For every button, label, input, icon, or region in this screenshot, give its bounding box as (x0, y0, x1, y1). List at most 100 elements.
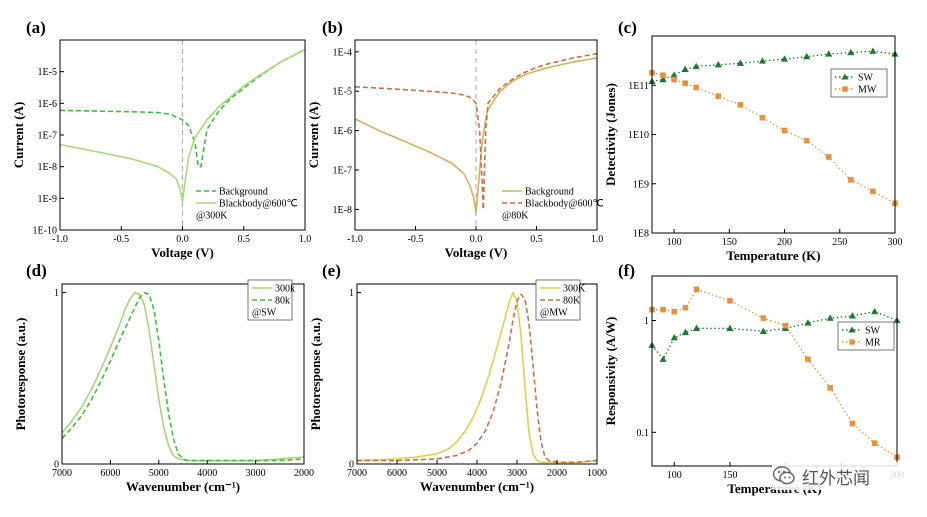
data-point-mw (737, 102, 744, 108)
data-point-sw (659, 75, 667, 83)
x-axis-label: Temperature (K) (726, 248, 820, 263)
legend-label: 300k (275, 284, 295, 295)
y-tick-label: 1E10 (628, 130, 649, 141)
series-line-background (355, 57, 597, 214)
x-tick-label: 5000 (427, 468, 447, 479)
x-tick-label: 7000 (52, 468, 72, 479)
data-point-sw (692, 324, 701, 331)
x-tick-label: 3000 (507, 468, 527, 479)
y-tick-label: 1E-8 (333, 205, 352, 216)
data-point-sw (659, 355, 667, 362)
data-point-sw (826, 314, 834, 321)
y-tick-label: 1E8 (633, 229, 649, 240)
data-point-sw (847, 48, 855, 56)
legend-label: Blackbody@600℃ (525, 199, 604, 210)
watermark-text: 红外芯闻 (802, 468, 870, 489)
panel-c: (c) 100 150 200 250 300 1E8 1E9 1E10 1E11 Temperat… (603, 18, 903, 263)
x-tick-label: 1.0 (591, 234, 604, 245)
y-axis-label: Responsivity (A/W) (603, 317, 618, 426)
y-tick-label: 1 (644, 316, 649, 327)
data-point-mw (825, 154, 832, 160)
legend-marker (849, 339, 855, 345)
x-tick-label: 3000 (246, 468, 266, 479)
x-tick-label: 0.5 (238, 234, 251, 245)
legend-marker (848, 326, 856, 333)
series-line-sw (652, 50, 895, 83)
legend-label: Background (525, 187, 574, 198)
x-tick-label: -0.5 (113, 234, 129, 245)
x-tick-label: 0.5 (530, 234, 543, 245)
plot-frame (651, 35, 896, 234)
y-tick-label: 1E-6 (333, 126, 352, 137)
x-axis-label: Wavenumber (cm⁻¹) (420, 479, 534, 494)
x-tick-label: -1.0 (52, 234, 68, 245)
x-tick-label: 100 (667, 237, 682, 248)
data-point-sw (759, 327, 767, 334)
data-point-mr (805, 356, 811, 363)
data-point-mr (671, 308, 678, 315)
legend-label: Background (219, 187, 268, 198)
x-tick-label: 100 (667, 470, 682, 481)
watermark: 红外芯闻 (772, 462, 912, 490)
x-tick-label: 250 (832, 237, 847, 248)
panel-label: (d) (26, 261, 47, 280)
y-tick-label: 1E-9 (38, 194, 57, 205)
data-point-mw (671, 76, 677, 83)
series-line-blackbody600 (60, 48, 305, 203)
x-tick-label: 1000 (587, 468, 607, 479)
y-tick-label: 1 (349, 288, 354, 299)
data-point-mr (782, 322, 789, 329)
legend-marker (841, 73, 849, 80)
data-point-mr (727, 298, 733, 304)
legend-label: MW (858, 85, 877, 96)
condition-annotation: @300K (196, 211, 228, 222)
x-axis-label: Voltage (V) (151, 245, 214, 260)
x-tick-label: 5000 (149, 468, 169, 479)
series-line-mr (652, 288, 897, 458)
y-tick-label: 1E11 (628, 81, 649, 92)
series-line-80k (357, 293, 597, 464)
x-tick-label: -1.0 (347, 234, 363, 245)
y-tick-label: 1E-5 (38, 67, 57, 78)
data-point-mw (848, 177, 854, 183)
y-tick-label: 1 (54, 288, 59, 299)
data-point-mw (660, 72, 666, 78)
data-point-sw (871, 307, 879, 315)
legend-box (830, 68, 888, 98)
panel-label: (b) (322, 18, 343, 37)
data-point-sw (670, 334, 678, 341)
plot-frame (651, 275, 898, 467)
panel-b: (b) -1.0 -0.5 0.0 0.5 1.0 1E-8 1E-7 1E-6 1E-5 1E-4… (306, 18, 604, 260)
data-point-sw (736, 59, 744, 66)
y-tick-label: 1E-7 (38, 131, 57, 142)
legend-label: SW (858, 73, 874, 84)
condition-annotation: @80K (502, 211, 529, 222)
x-tick-label: 2000 (294, 468, 314, 479)
x-tick-label: 300 (888, 237, 903, 248)
y-tick-label: 1E9 (633, 179, 649, 190)
legend-label: 80K (563, 296, 581, 307)
legend-label: 300K (563, 284, 586, 295)
data-point-mr (871, 440, 878, 446)
x-tick-label: 150 (722, 470, 737, 481)
data-point-mr (682, 304, 689, 311)
panel-e: (e) 7000 6000 5000 4000 3000 2000 1000 0 1 Wavenum… (308, 261, 607, 494)
data-point-sw (681, 328, 690, 336)
x-tick-label: 4000 (197, 468, 217, 479)
data-point-sw (803, 52, 811, 60)
data-point-mw (682, 80, 688, 87)
legend-label: Blackbody@600℃ (219, 199, 298, 210)
y-axis-label: Photoresponse (a.u.) (13, 318, 28, 431)
data-point-mw (803, 137, 810, 144)
y-axis-label: Current (A) (306, 102, 321, 169)
y-tick-label: 1E-10 (33, 226, 57, 237)
y-tick-label: 1E-8 (38, 162, 57, 173)
data-point-mw (870, 188, 876, 195)
legend-box (837, 321, 895, 351)
legend-label: 80k (275, 296, 290, 307)
series-line-300k (357, 291, 597, 464)
panel-label: (a) (26, 18, 46, 37)
